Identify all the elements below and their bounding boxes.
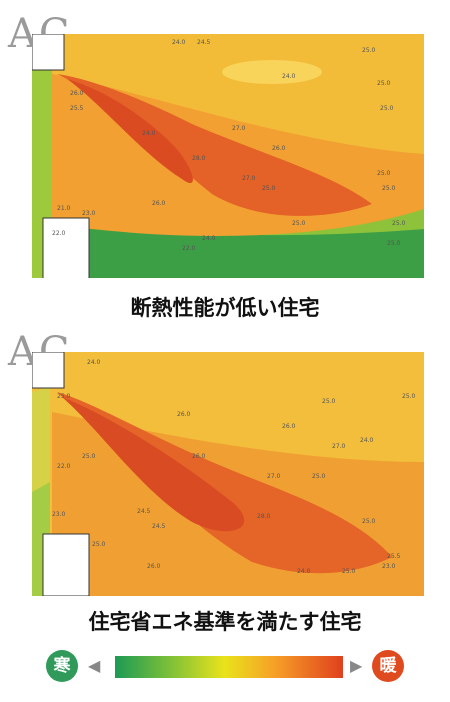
contour-label: 24.0 xyxy=(87,359,101,366)
contour-label: 26.0 xyxy=(70,90,84,97)
contour-label: 22.0 xyxy=(182,245,196,252)
hot-core xyxy=(62,397,245,532)
contour-label: 24.0 xyxy=(282,73,296,80)
heatmap-low-insulation: 24.0 24.5 24.0 25.0 25.0 25.0 25.0 25.0 25.0 25.0… xyxy=(32,34,424,278)
heatmap-energy-standard: 24.0 25.0 26.0 25.0 25.0 26.0 27.0 27.0 28.0 24.0… xyxy=(32,352,424,596)
contour-label: 25.0 xyxy=(322,398,336,405)
contour-label: 23.0 xyxy=(382,563,396,570)
contour-label: 25.0 xyxy=(362,47,376,54)
contour-label: 26.0 xyxy=(272,145,286,152)
contour-label: 26.0 xyxy=(282,423,296,430)
contour-label: 23.0 xyxy=(52,511,66,518)
contour-label: 24.5 xyxy=(152,523,166,530)
contour-label: 22.0 xyxy=(52,230,66,237)
warm-core xyxy=(57,392,392,574)
ceiling-cool-spot xyxy=(222,60,322,84)
contour-label: 23.0 xyxy=(82,210,96,217)
temperature-legend: 寒 ◀ ▶ 暖 xyxy=(0,650,450,684)
contour-label: 26.0 xyxy=(177,411,191,418)
contour-label: 26.0 xyxy=(152,200,166,207)
contour-label: 28.0 xyxy=(192,155,206,162)
contour-label: 25.0 xyxy=(312,473,326,480)
temperature-gradient-bar xyxy=(115,656,343,678)
caption-energy-standard: 住宅省エネ基準を満たす住宅 xyxy=(88,610,362,634)
hot-core xyxy=(67,79,193,184)
contour-label: 25.0 xyxy=(82,453,96,460)
contour-label: 24.5 xyxy=(137,508,151,515)
contour-label: 25.0 xyxy=(57,393,71,400)
contour-label: 24.0 xyxy=(297,568,311,575)
contour-label: 27.0 xyxy=(332,443,346,450)
contour-label: 27.0 xyxy=(242,175,256,182)
contour-label: 25.0 xyxy=(377,170,391,177)
contour-label: 24.5 xyxy=(197,39,211,46)
contour-label: 22.0 xyxy=(57,463,71,470)
cold-badge: 寒 xyxy=(46,650,78,682)
contour-labels: 24.0 25.0 26.0 25.0 25.0 26.0 27.0 27.0 28.0 24.0… xyxy=(52,359,416,575)
contour-label: 25.0 xyxy=(262,185,276,192)
contour-label: 27.0 xyxy=(267,473,281,480)
contour-label: 25.0 xyxy=(292,220,306,227)
caption-low-insulation: 断熱性能が低い住宅 xyxy=(130,296,320,320)
contour-label: 21.0 xyxy=(57,205,71,212)
heatmap-svg: 24.0 24.5 24.0 25.0 25.0 25.0 25.0 25.0 25.0 25.0… xyxy=(32,34,424,278)
contour-label: 25.0 xyxy=(342,568,356,575)
heatmap-svg: 24.0 25.0 26.0 25.0 25.0 26.0 27.0 27.0 28.0 24.0… xyxy=(32,352,424,596)
window-box xyxy=(42,533,90,596)
contour-label: 25.0 xyxy=(92,541,106,548)
contour-label: 26.0 xyxy=(192,453,206,460)
contour-label: 24.0 xyxy=(360,437,374,444)
contour-label: 26.0 xyxy=(147,563,161,570)
warm-core xyxy=(57,74,372,216)
contour-label: 25.5 xyxy=(70,105,84,112)
contour-label: 25.0 xyxy=(377,80,391,87)
contour-labels: 24.0 24.5 24.0 25.0 25.0 25.0 25.0 25.0 25.0 25.0… xyxy=(52,39,406,252)
contour-label: 24.0 xyxy=(202,235,216,242)
ac-unit-box xyxy=(32,352,65,389)
contour-label: 25.0 xyxy=(392,220,406,227)
contour-label: 24.0 xyxy=(142,130,156,137)
contour-label: 25.0 xyxy=(387,240,401,247)
warm-badge: 暖 xyxy=(372,650,404,682)
contour-label: 28.0 xyxy=(257,513,271,520)
contour-label: 25.5 xyxy=(387,553,401,560)
contour-label: 25.0 xyxy=(382,185,396,192)
contour-label: 24.0 xyxy=(172,39,186,46)
cold-arrow-icon: ◀ xyxy=(88,656,101,675)
contour-label: 27.0 xyxy=(232,125,246,132)
warm-arrow-icon: ▶ xyxy=(350,656,363,675)
contour-label: 25.0 xyxy=(362,518,376,525)
contour-label: 25.0 xyxy=(402,393,416,400)
ac-unit-box xyxy=(32,34,65,71)
window-box xyxy=(42,217,90,278)
contour-label: 25.0 xyxy=(380,105,394,112)
